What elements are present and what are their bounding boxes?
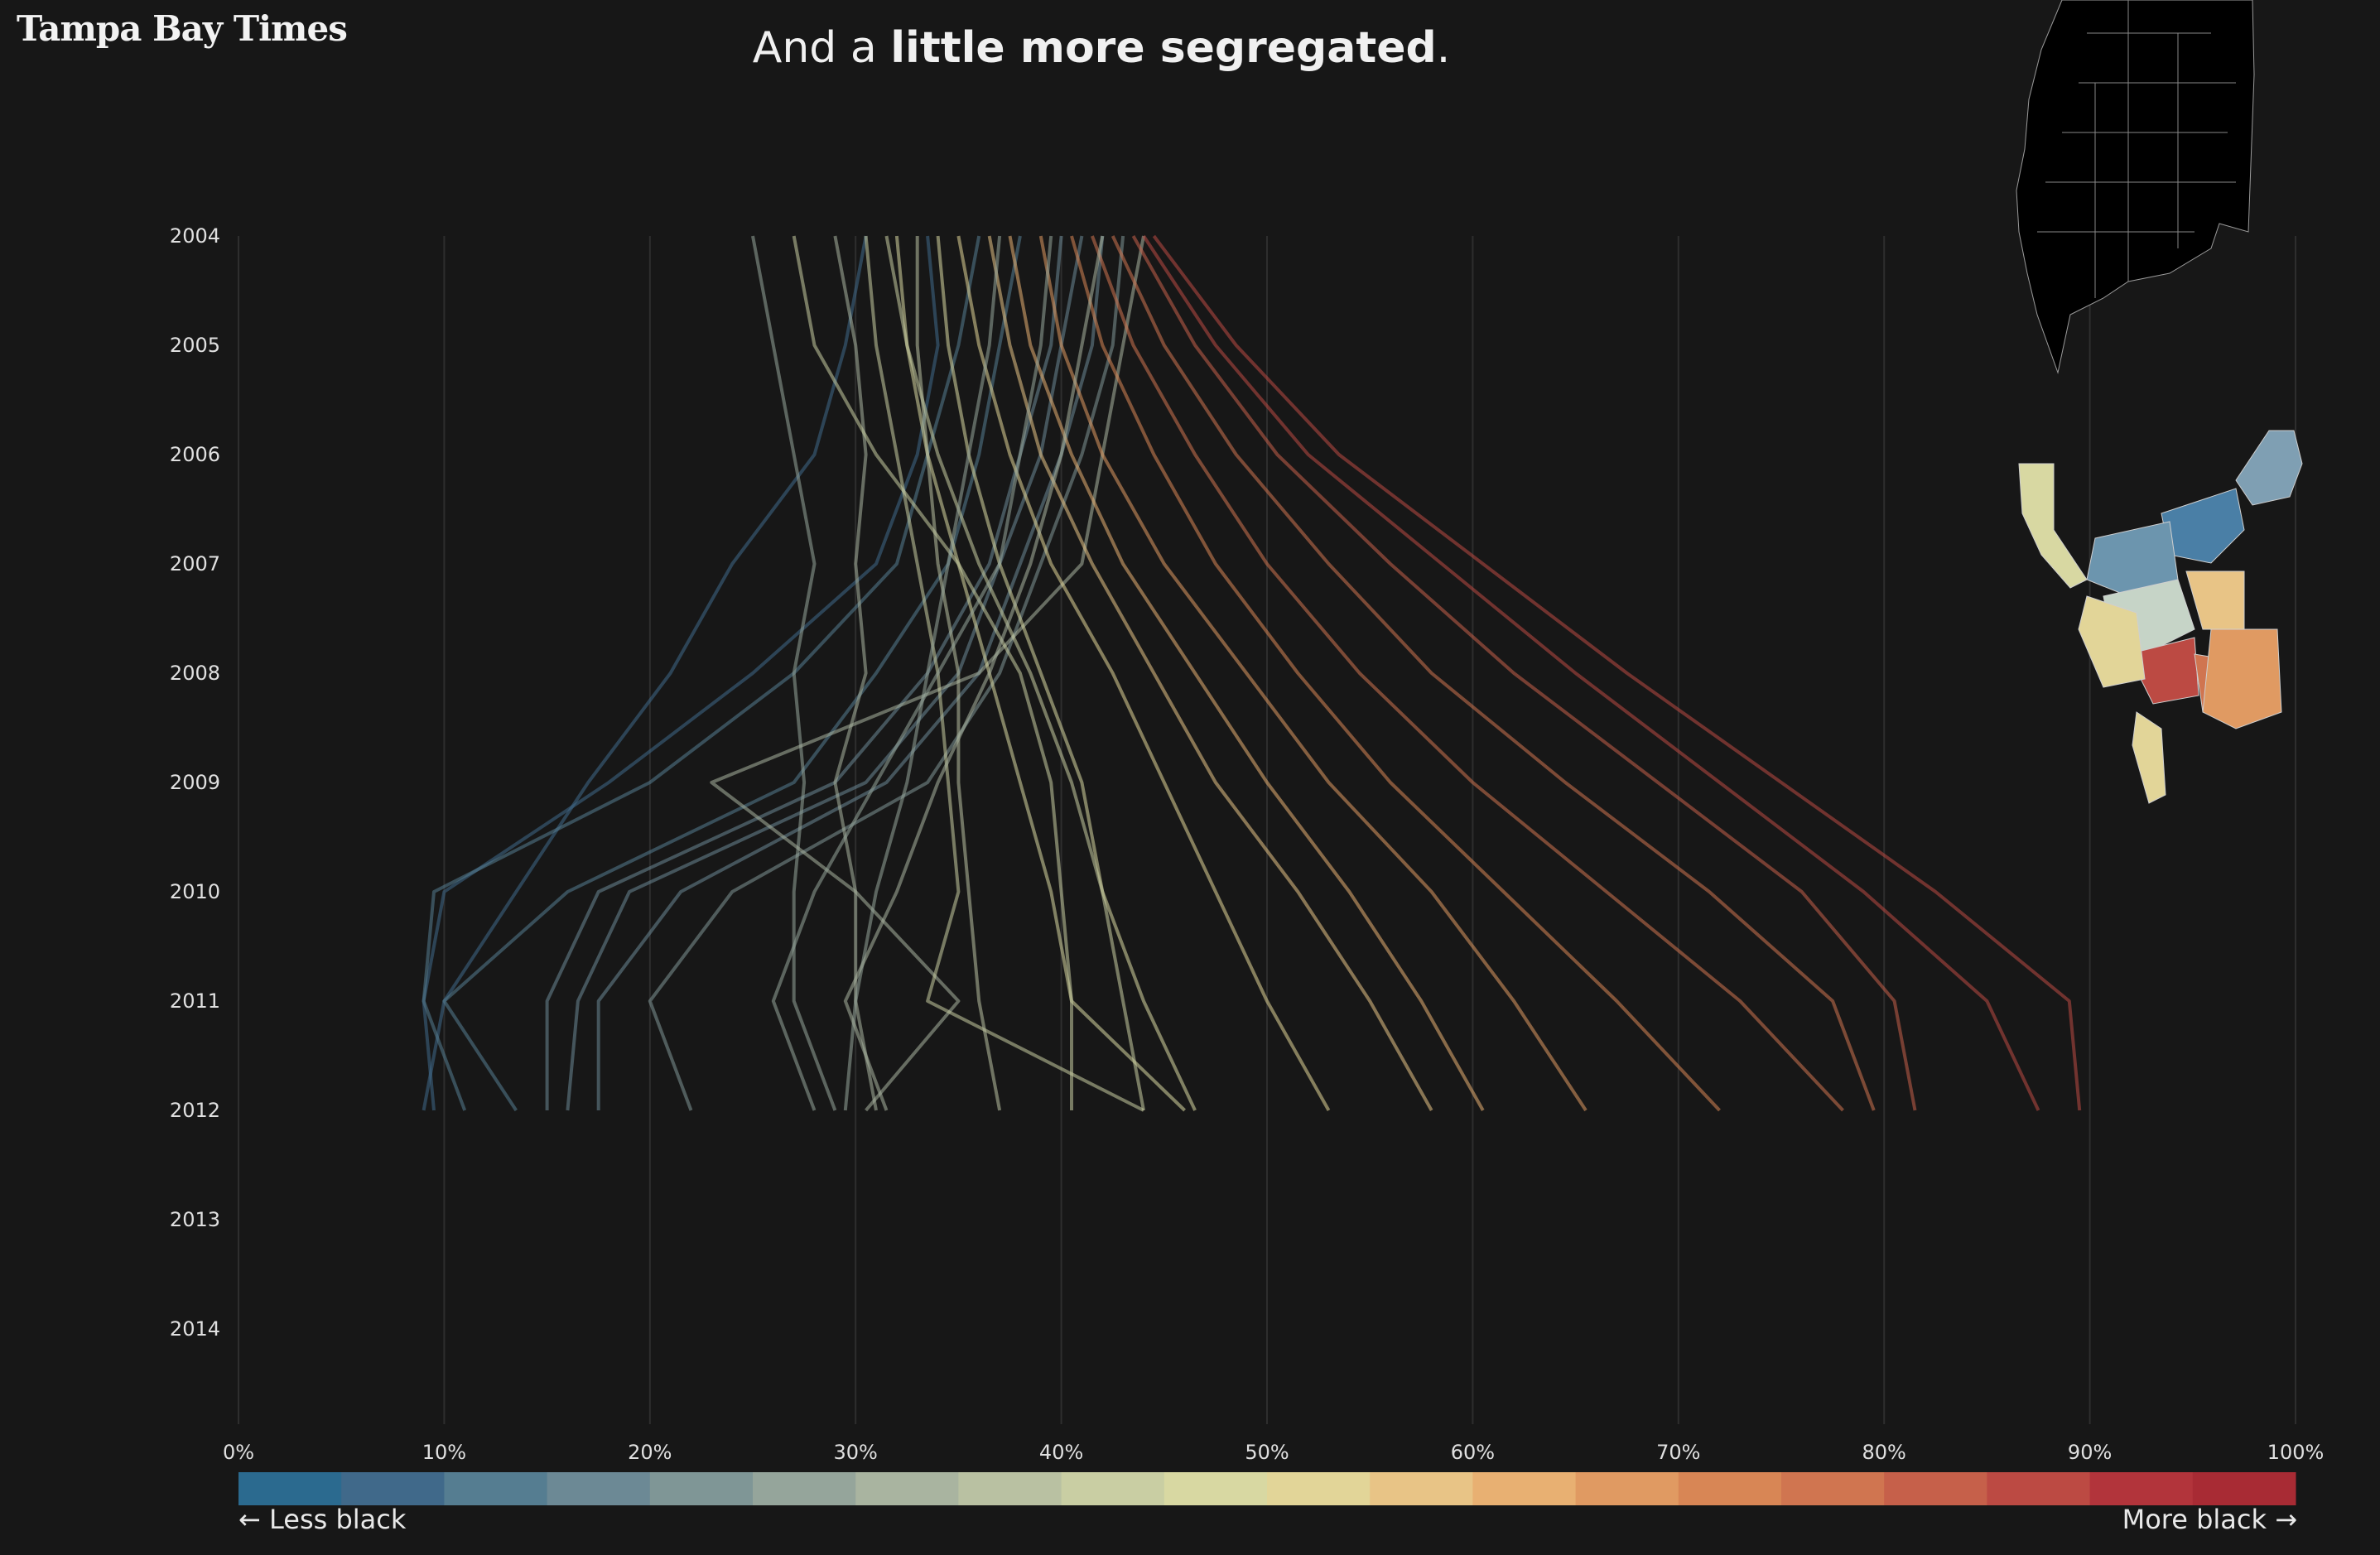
year-tick-label: 2008 [170, 662, 220, 685]
year-tick-label: 2005 [170, 334, 220, 357]
series-line [596, 235, 1105, 1110]
year-tick-label: 2013 [170, 1208, 220, 1231]
scale-segment [958, 1472, 1062, 1505]
scale-segment [444, 1472, 548, 1505]
series-line [1152, 234, 2082, 1111]
series-line [1091, 235, 1844, 1112]
series-line [422, 235, 868, 1111]
series-line [987, 235, 1433, 1111]
series-line [864, 235, 1144, 1112]
x-tick-label: 100% [2267, 1441, 2325, 1464]
series-line [751, 235, 837, 1111]
year-tick-label: 2004 [170, 224, 220, 248]
series-line [792, 235, 1073, 1110]
scale-segment [1987, 1472, 2091, 1505]
series-line [422, 235, 940, 1111]
x-tick-label: 50% [1245, 1441, 1289, 1464]
legend-less-black: ← Less black [238, 1504, 407, 1535]
map-counties [2018, 430, 2303, 804]
legend-more-black: More black → [2122, 1504, 2297, 1535]
scale-segment [753, 1472, 856, 1505]
x-tick-label: 60% [1451, 1441, 1495, 1464]
year-tick-label: 2006 [170, 443, 220, 466]
series-line [422, 235, 981, 1111]
scale-segment [855, 1472, 959, 1505]
series-line [1142, 234, 2040, 1111]
scale-segment [1575, 1472, 1679, 1505]
scale-segment [341, 1472, 445, 1505]
x-tick-label: 80% [1862, 1441, 1906, 1464]
series-line [1038, 235, 1587, 1112]
series-line [915, 236, 1002, 1111]
x-tick-label: 30% [834, 1441, 878, 1464]
scale-segment [2089, 1472, 2194, 1505]
scale-segment [238, 1472, 342, 1505]
x-tick-label: 70% [1656, 1441, 1700, 1464]
headline-bold: little more segregated [890, 23, 1437, 73]
scale-segment [1164, 1472, 1268, 1505]
series-line [566, 235, 1084, 1111]
headline-prefix: And a [752, 23, 891, 73]
x-tick-label: 0% [223, 1441, 254, 1464]
map-north-region [2016, 0, 2255, 374]
series-line [884, 235, 1145, 1111]
scale-segment [1061, 1472, 1165, 1505]
scale-segment [547, 1472, 651, 1505]
series-line [1070, 235, 1721, 1112]
x-tick-label: 90% [2068, 1441, 2112, 1464]
county-map [2016, 0, 2303, 804]
series-line [843, 235, 1105, 1111]
x-tick-label: 40% [1039, 1441, 1083, 1464]
scale-segment [1781, 1472, 1885, 1505]
map-county [2018, 463, 2088, 589]
scale-segment [1884, 1472, 1987, 1505]
series-line [956, 235, 1331, 1111]
map-county [2202, 628, 2282, 729]
map-county [2078, 595, 2146, 688]
year-tick-label: 2012 [170, 1099, 220, 1122]
x-tick-label: 20% [628, 1441, 672, 1464]
x-axis: 0% 10% 20% 30% 40% 50% 60% 70% 80% 90% 100% [223, 1441, 2324, 1464]
series-line [771, 235, 1053, 1111]
year-tick-label: 2007 [170, 552, 220, 575]
series-line [1131, 235, 1917, 1111]
year-tick-label: 2011 [170, 989, 220, 1013]
scale-segment [649, 1472, 754, 1505]
map-county-lines [2037, 0, 2236, 298]
series-line [833, 235, 878, 1111]
series-line [442, 235, 1022, 1112]
year-tick-label: 2009 [170, 771, 220, 794]
color-scale-bar [238, 1472, 2296, 1505]
series-line [936, 235, 1197, 1111]
scale-segment [1267, 1472, 1371, 1505]
map-land [2016, 0, 2255, 374]
scale-segment [1370, 1472, 1473, 1505]
year-axis: 2004 2005 2006 2007 2008 2009 2010 2011 2012 2013… [170, 224, 220, 1341]
series-line [710, 235, 1145, 1112]
x-tick-label: 10% [422, 1441, 466, 1464]
series-line [1111, 235, 1876, 1111]
series-line [1008, 235, 1485, 1111]
series-lines [422, 234, 2082, 1112]
headline: And a little more segregated. [0, 23, 2203, 73]
chart-grid [238, 236, 2296, 1424]
year-tick-label: 2014 [170, 1317, 220, 1341]
series-line [648, 235, 1125, 1111]
year-tick-label: 2010 [170, 880, 220, 903]
scale-segment [1472, 1472, 1577, 1505]
brand-logo[interactable]: Tampa Bay Times [17, 8, 348, 49]
scale-segment [1678, 1472, 1782, 1505]
headline-suffix: . [1436, 23, 1451, 73]
map-county [2235, 430, 2303, 506]
scale-segment [2192, 1472, 2296, 1505]
map-county [2132, 711, 2166, 804]
map-county [2185, 570, 2245, 630]
map-county [2127, 637, 2199, 705]
